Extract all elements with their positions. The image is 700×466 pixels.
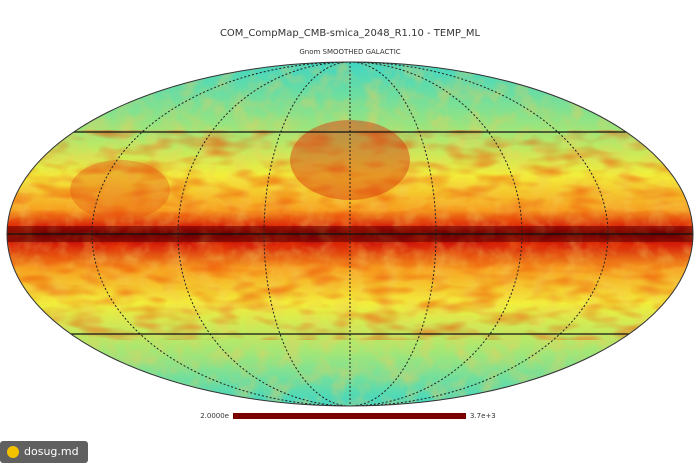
sky-map bbox=[7, 62, 693, 406]
map-outline bbox=[6, 61, 694, 407]
watermark-icon bbox=[7, 446, 19, 458]
colorbar-max: 3.7e+3 bbox=[470, 412, 496, 420]
watermark-box bbox=[0, 441, 88, 463]
colorbar-min: 2.0000e bbox=[200, 412, 229, 420]
colorbar bbox=[233, 413, 466, 419]
map-title: COM_CompMap_CMB-smica_2048_R1.10 - TEMP_… bbox=[220, 28, 481, 39]
watermark: dosug.md bbox=[24, 445, 79, 458]
map-subtitle: Gnom SMOOTHED GALACTIC bbox=[299, 48, 400, 56]
